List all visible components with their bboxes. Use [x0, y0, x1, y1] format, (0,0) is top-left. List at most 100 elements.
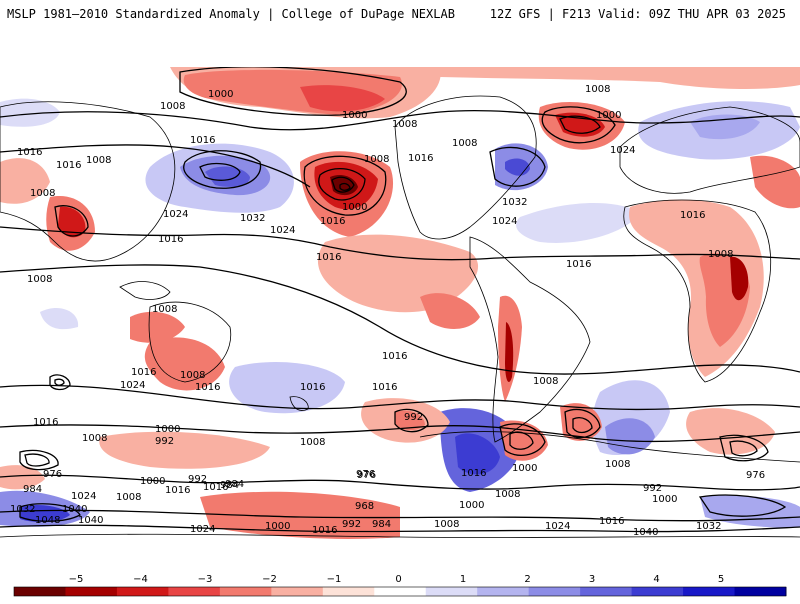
isobar-label: 1008: [30, 188, 55, 199]
isobar-label: 1016: [461, 468, 486, 479]
colorbar-tick-label: −5: [69, 574, 84, 585]
isobar-label: 1000: [265, 521, 290, 532]
isobar-label: 1024: [71, 491, 96, 502]
isobar-label: 1032: [240, 213, 265, 224]
isobar-label: 992: [155, 436, 174, 447]
isobar-label: 976: [356, 469, 375, 480]
colorbar-outline: [13, 586, 787, 597]
isobar-label: 1016: [56, 160, 81, 171]
isobar-label: 984: [225, 479, 244, 490]
isobar-label: 1016: [195, 382, 220, 393]
isobar-label: 1008: [533, 376, 558, 387]
colorbar-swatch: [580, 587, 633, 596]
isobar-label: 1016: [203, 482, 228, 493]
colorbar-swatch: [219, 587, 272, 596]
isobar-label: 1000: [596, 110, 621, 121]
colorbar-swatch: [528, 587, 581, 596]
colorbar-swatch: [374, 587, 427, 596]
colorbar-tick-label: −1: [327, 574, 342, 585]
negative-anomaly-shading: [0, 67, 800, 539]
colorbar-tick-label: 0: [395, 574, 401, 585]
isobar-label: 976: [357, 470, 376, 481]
colorbar-tick-label: 4: [653, 574, 659, 585]
isobar-label: 1016: [680, 210, 705, 221]
colorbar-swatch: [65, 587, 118, 596]
isobar-label: 1040: [633, 527, 658, 538]
isobar-label: 1008: [495, 489, 520, 500]
positive-anomaly-shading: [0, 98, 800, 528]
isobar-label: 1008: [152, 304, 177, 315]
isobar-label: 1024: [120, 380, 145, 391]
isobar-label: 1008: [116, 492, 141, 503]
coastlines: [0, 95, 800, 538]
colorbar-tick-label: −4: [133, 574, 148, 585]
isobar-label: 1024: [163, 209, 188, 220]
isobar-label: 1000: [512, 463, 537, 474]
isobar-label: 984: [220, 480, 239, 491]
colorbar-swatch: [14, 587, 66, 596]
isobar-labels: 1000 1008 1000 1008 1008 1000 1008 1016 …: [10, 84, 765, 538]
isobar-label: 1024: [545, 521, 570, 532]
anomaly-colorbar: −5 −4 −3 −2 −1 0 1 2 3 4 5: [0, 570, 800, 600]
colorbar-tick-label: 2: [524, 574, 530, 585]
isobar-label: 1000: [140, 476, 165, 487]
colorbar-swatch: [322, 587, 375, 596]
model-run-info: 12Z GFS | F213 Valid: 09Z THU APR 03 202…: [489, 7, 786, 21]
isobar-label: 1024: [492, 216, 517, 227]
isobar-label: 1008: [160, 101, 185, 112]
colorbar-tick-label: −2: [262, 574, 277, 585]
isobar-label: 1016: [372, 382, 397, 393]
colorbar-tick-label: 3: [589, 574, 595, 585]
isobar-label: 976: [746, 470, 765, 481]
isobar-label: 1000: [459, 500, 484, 511]
isobar-label: 1008: [708, 249, 733, 260]
colorbar-tick-label: −3: [198, 574, 213, 585]
colorbar-swatch: [631, 587, 684, 596]
isobar-label: 1016: [566, 259, 591, 270]
colorbar-swatch: [116, 587, 169, 596]
isobar-label: 1040: [78, 515, 103, 526]
isobar-label: 1008: [364, 154, 389, 165]
colorbar-swatch: [683, 587, 736, 596]
isobar-label: 1008: [82, 433, 107, 444]
isobar-label: 1008: [434, 519, 459, 530]
colorbar-swatch: [425, 587, 478, 596]
isobar-label: 984: [372, 519, 391, 530]
isobar-label: 1000: [342, 110, 367, 121]
isobar-label: 1016: [408, 153, 433, 164]
anomaly-map: 1000 1008 1000 1008 1008 1000 1008 1016 …: [0, 67, 800, 557]
isobar-label: 1024: [190, 524, 215, 535]
isobar-label: 1016: [320, 216, 345, 227]
isobar-label: 1000: [652, 494, 677, 505]
map-title: MSLP 1981–2010 Standardized Anomaly | Co…: [7, 7, 455, 21]
isobar-label: 1024: [610, 145, 635, 156]
isobar-label: 984: [23, 484, 42, 495]
isobar-label: 1016: [382, 351, 407, 362]
isobar-label: 1016: [131, 367, 156, 378]
isobar-label: 1008: [605, 459, 630, 470]
colorbar-tick-labels: −5 −4 −3 −2 −1 0 1 2 3 4 5: [69, 574, 725, 585]
isobar-label: 1016: [190, 135, 215, 146]
isobar-label: 1008: [27, 274, 52, 285]
isobars: [0, 67, 800, 533]
isobar-label: 1016: [316, 252, 341, 263]
colorbar-swatch: [734, 587, 787, 596]
isobar-label: 1000: [208, 89, 233, 100]
colorbar-tick-label: 1: [460, 574, 466, 585]
isobar-label: 968: [355, 501, 374, 512]
isobar-label: 1008: [180, 370, 205, 381]
isobar-label: 992: [404, 412, 423, 423]
isobar-label: 1032: [10, 504, 35, 515]
header: MSLP 1981–2010 Standardized Anomaly | Co…: [0, 0, 800, 30]
colorbar-swatch: [477, 587, 530, 596]
isobar-label: 1008: [392, 119, 417, 130]
isobar-label: 1016: [158, 234, 183, 245]
colorbar-swatches: [13, 586, 787, 597]
isobar-label: 976: [43, 469, 62, 480]
isobar-label: 1008: [300, 437, 325, 448]
isobar-label: 1000: [155, 424, 180, 435]
isobar-label: 992: [643, 483, 662, 494]
isobar-label: 1016: [599, 516, 624, 527]
isobar-label: 1008: [585, 84, 610, 95]
colorbar-tick-label: 5: [718, 574, 724, 585]
